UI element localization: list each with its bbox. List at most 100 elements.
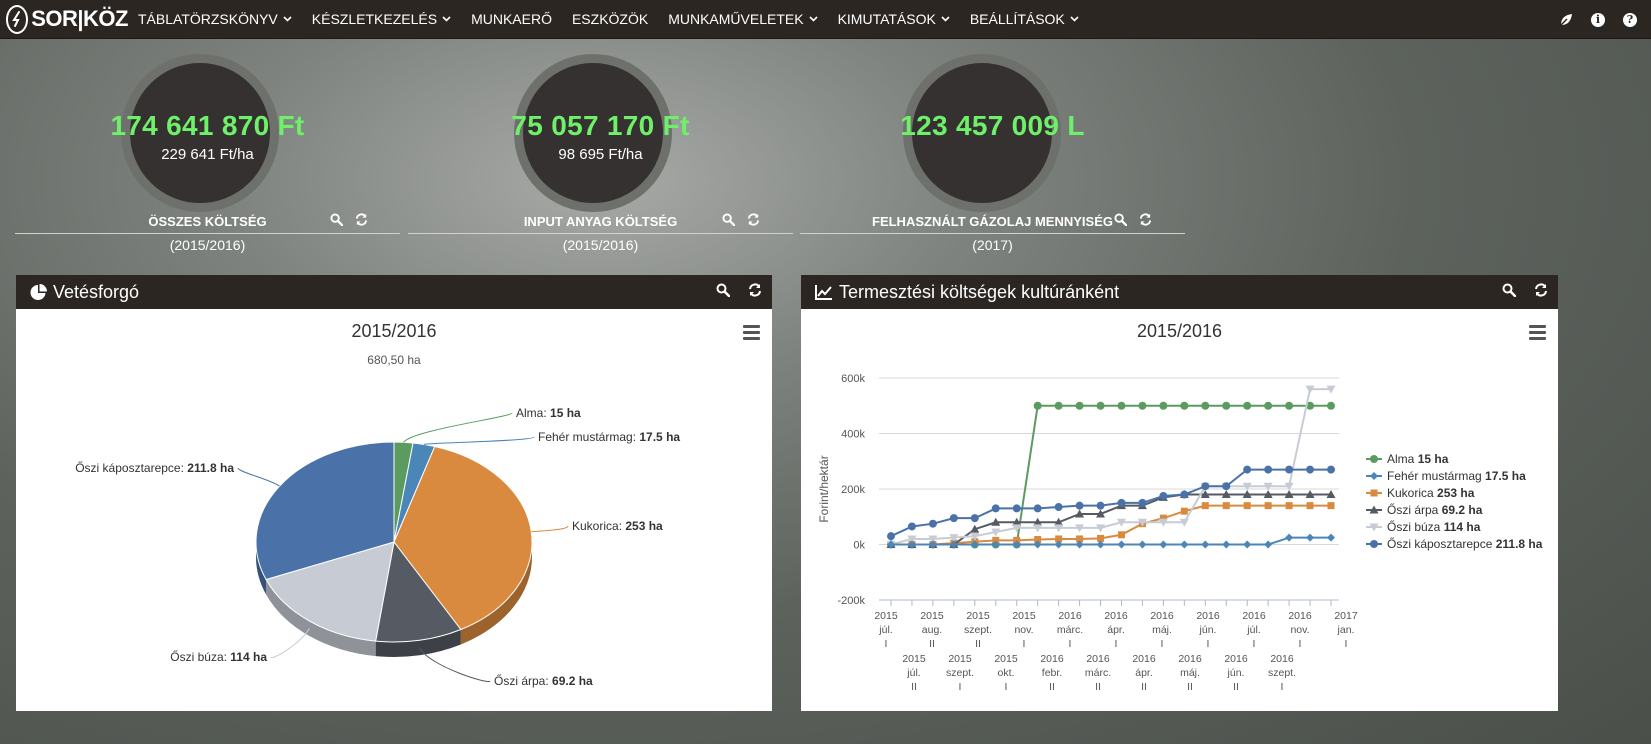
data-point[interactable] xyxy=(928,540,937,549)
data-point[interactable] xyxy=(1264,401,1273,410)
data-point[interactable] xyxy=(1033,504,1042,513)
data-point[interactable] xyxy=(1284,490,1294,499)
pie-slice-kukorica[interactable] xyxy=(393,445,533,631)
data-point[interactable] xyxy=(1370,455,1378,463)
data-point[interactable] xyxy=(991,517,1001,526)
data-point[interactable] xyxy=(1243,465,1252,474)
data-point[interactable] xyxy=(1285,401,1294,410)
data-point[interactable] xyxy=(1096,524,1106,533)
legend-item-alma[interactable]: Alma 15 ha xyxy=(1366,452,1449,466)
refresh-icon[interactable] xyxy=(1139,213,1152,231)
data-point[interactable] xyxy=(1180,401,1189,410)
data-point[interactable] xyxy=(1370,489,1378,497)
data-point[interactable] xyxy=(1138,401,1147,410)
data-point[interactable] xyxy=(1305,490,1315,499)
data-point[interactable] xyxy=(1222,401,1231,410)
data-point[interactable] xyxy=(907,540,916,549)
data-point[interactable] xyxy=(1075,401,1084,410)
data-point[interactable] xyxy=(1054,503,1063,512)
data-point[interactable] xyxy=(1159,540,1168,549)
data-point[interactable] xyxy=(1285,533,1294,542)
refresh-icon[interactable] xyxy=(747,213,760,231)
search-icon[interactable] xyxy=(716,283,731,302)
data-point[interactable] xyxy=(1370,540,1378,548)
data-point[interactable] xyxy=(1075,540,1084,549)
nav-item-eszkozok[interactable]: ESZKÖZÖK xyxy=(562,0,658,39)
data-point[interactable] xyxy=(1180,490,1189,499)
data-point[interactable] xyxy=(949,514,958,523)
pie-slice-oszi-buza[interactable] xyxy=(265,541,395,642)
data-point[interactable] xyxy=(1097,534,1105,542)
data-point[interactable] xyxy=(1054,524,1064,533)
data-point[interactable] xyxy=(1306,502,1314,510)
data-point[interactable] xyxy=(1306,401,1315,410)
search-icon[interactable] xyxy=(330,213,344,231)
data-point[interactable] xyxy=(1284,482,1294,491)
nav-item-tablatorzskonyv[interactable]: TÁBLATÖRZSKÖNYV xyxy=(128,0,302,39)
data-point[interactable] xyxy=(1370,472,1378,480)
data-point[interactable] xyxy=(1033,517,1043,526)
refresh-icon[interactable] xyxy=(748,282,762,302)
data-point[interactable] xyxy=(1159,401,1168,410)
data-point[interactable] xyxy=(1013,536,1021,544)
data-point[interactable] xyxy=(887,540,895,549)
data-point[interactable] xyxy=(1369,523,1379,532)
data-point[interactable] xyxy=(1201,401,1210,410)
data-point[interactable] xyxy=(1180,540,1189,549)
nav-item-munkaero[interactable]: MUNKAERŐ xyxy=(461,0,562,39)
data-point[interactable] xyxy=(1327,502,1335,510)
leaf-icon[interactable] xyxy=(1557,11,1575,29)
data-point[interactable] xyxy=(907,535,917,544)
data-point[interactable] xyxy=(1264,502,1272,510)
data-point[interactable] xyxy=(1159,514,1167,522)
data-point[interactable] xyxy=(1200,490,1210,499)
data-point[interactable] xyxy=(1222,540,1231,549)
data-point[interactable] xyxy=(1055,535,1063,543)
legend-item-oszi-kaposztarepce[interactable]: Őszi káposztarepce 211.8 ha xyxy=(1366,536,1543,551)
data-point[interactable] xyxy=(1096,509,1106,518)
search-icon[interactable] xyxy=(1502,283,1517,302)
data-point[interactable] xyxy=(1075,509,1085,518)
data-point[interactable] xyxy=(1116,518,1126,527)
data-point[interactable] xyxy=(992,536,1000,544)
data-point[interactable] xyxy=(1222,502,1230,510)
data-point[interactable] xyxy=(1201,540,1210,549)
data-point[interactable] xyxy=(1285,502,1293,510)
data-point[interactable] xyxy=(1012,540,1021,549)
data-point[interactable] xyxy=(1137,518,1147,527)
data-point[interactable] xyxy=(1054,401,1063,410)
data-point[interactable] xyxy=(1033,524,1043,533)
data-point[interactable] xyxy=(1033,540,1042,549)
data-point[interactable] xyxy=(1075,524,1085,533)
data-point[interactable] xyxy=(949,540,958,549)
data-point[interactable] xyxy=(928,519,937,528)
refresh-icon[interactable] xyxy=(1534,282,1548,302)
data-point[interactable] xyxy=(1327,533,1335,542)
legend-item-feher-mustarmag[interactable]: Fehér mustármag 17.5 ha xyxy=(1366,469,1526,483)
data-point[interactable] xyxy=(1117,401,1126,410)
data-point[interactable] xyxy=(991,528,1001,537)
pie-slice-oszi-arpa[interactable] xyxy=(375,540,462,643)
data-point[interactable] xyxy=(1264,540,1273,549)
data-point[interactable] xyxy=(1242,490,1252,499)
data-point[interactable] xyxy=(1096,501,1105,510)
data-point[interactable] xyxy=(970,514,979,523)
data-point[interactable] xyxy=(1012,504,1021,513)
search-icon[interactable] xyxy=(1114,213,1128,231)
data-point[interactable] xyxy=(1179,518,1189,527)
data-point[interactable] xyxy=(928,535,938,544)
data-point[interactable] xyxy=(1201,502,1209,510)
data-point[interactable] xyxy=(1201,482,1210,491)
help-icon[interactable]: ? xyxy=(1621,11,1639,29)
data-point[interactable] xyxy=(907,522,916,531)
data-point[interactable] xyxy=(991,540,1000,549)
data-point[interactable] xyxy=(1159,491,1168,500)
data-point[interactable] xyxy=(1306,465,1315,474)
data-point[interactable] xyxy=(1327,401,1335,410)
data-point[interactable] xyxy=(1054,540,1063,549)
data-point[interactable] xyxy=(970,532,980,541)
data-point[interactable] xyxy=(1263,482,1273,491)
data-point[interactable] xyxy=(949,534,959,543)
legend-item-oszi-buza[interactable]: Őszi búza 114 ha xyxy=(1366,519,1481,534)
data-point[interactable] xyxy=(1369,505,1379,514)
